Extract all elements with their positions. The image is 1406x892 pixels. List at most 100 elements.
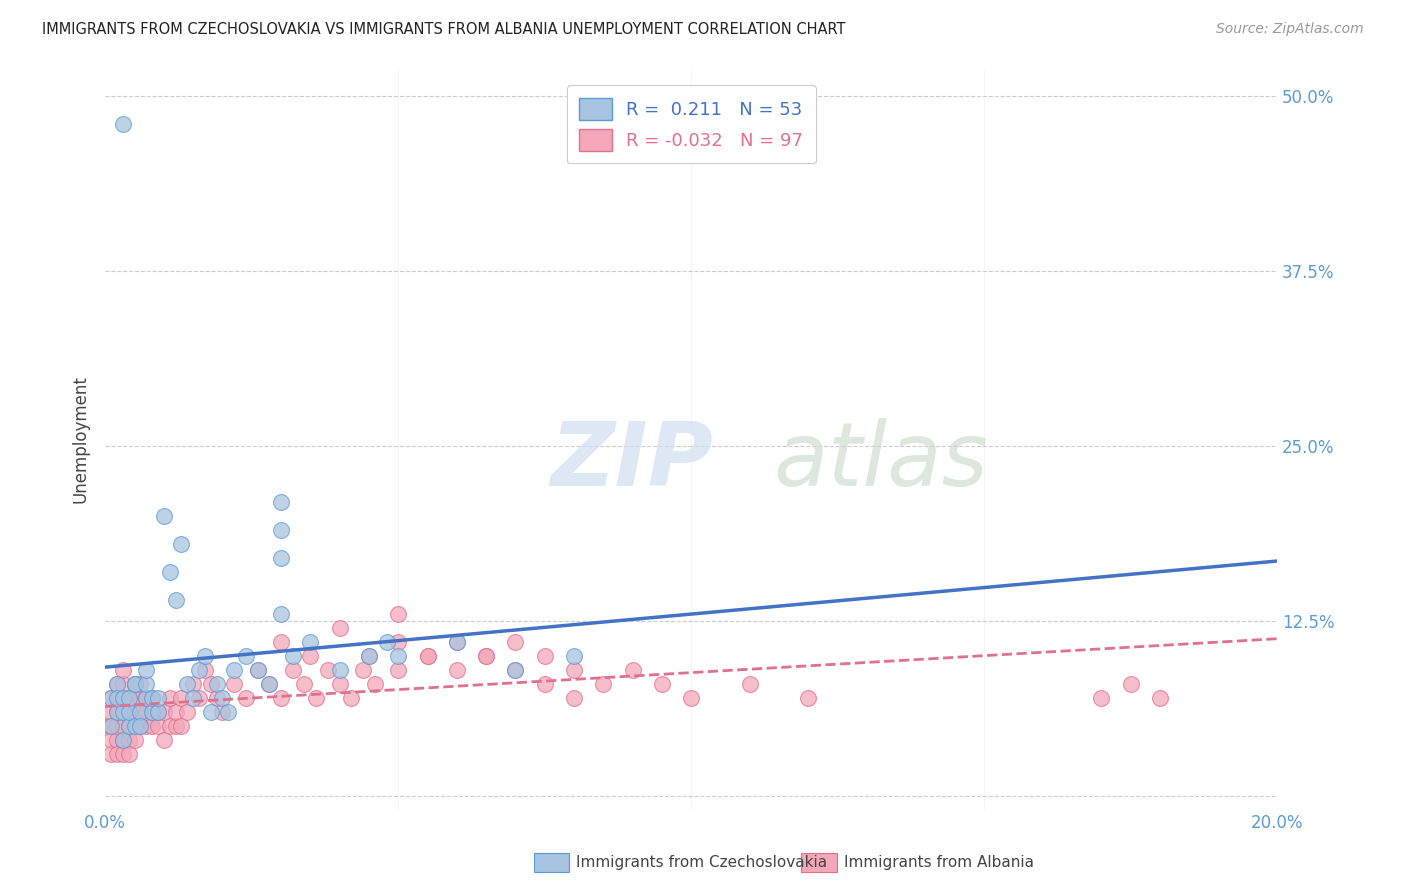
Point (118, 732, 141, 747)
Point (270, 607, 292, 621)
Point (205, 690, 228, 705)
Point (118, 747, 141, 761)
Point (562, 663, 585, 677)
Point (97, 719, 120, 733)
Point (533, 648, 555, 663)
Point (270, 523, 292, 537)
Point (100, 705, 122, 719)
Point (357, 648, 380, 663)
Point (111, 118, 134, 132)
Point (299, 648, 322, 663)
Point (188, 690, 211, 705)
Point (146, 705, 169, 719)
Point (165, 719, 187, 733)
Point (329, 676, 352, 690)
Point (200, 705, 222, 719)
Point (505, 663, 527, 677)
Point (259, 676, 281, 690)
Point (100, 719, 122, 733)
Point (118, 690, 141, 705)
Point (217, 705, 239, 719)
Point (105, 705, 128, 719)
Point (194, 648, 217, 663)
Point (141, 705, 163, 719)
Point (681, 690, 703, 705)
Point (357, 648, 380, 663)
Point (118, 705, 141, 719)
Point (329, 621, 352, 635)
Point (146, 690, 169, 705)
Point (111, 690, 134, 705)
Point (170, 719, 193, 733)
Point (146, 705, 169, 719)
Point (129, 705, 152, 719)
Point (505, 663, 527, 677)
Point (165, 705, 187, 719)
Point (111, 663, 134, 677)
Point (170, 537, 193, 551)
Point (100, 747, 122, 761)
Point (416, 648, 439, 663)
Point (246, 663, 269, 677)
Point (592, 676, 614, 690)
Point (533, 676, 555, 690)
Point (1119, 676, 1142, 690)
Point (124, 732, 146, 747)
Point (505, 634, 527, 648)
Point (159, 690, 181, 705)
Point (446, 634, 468, 648)
Point (235, 690, 257, 705)
Point (111, 705, 134, 719)
Point (135, 719, 157, 733)
Point (111, 690, 134, 705)
Text: ZIP: ZIP (551, 417, 713, 505)
Point (100, 719, 122, 733)
Text: atlas: atlas (773, 418, 988, 504)
Point (1149, 690, 1171, 705)
Point (281, 648, 304, 663)
Text: Source: ZipAtlas.com: Source: ZipAtlas.com (1216, 22, 1364, 37)
Point (129, 705, 152, 719)
Point (135, 676, 157, 690)
Point (340, 690, 363, 705)
Point (105, 676, 128, 690)
Point (387, 634, 409, 648)
Point (165, 592, 187, 607)
Point (105, 747, 128, 761)
Point (111, 719, 134, 733)
Point (364, 676, 387, 690)
Point (270, 634, 292, 648)
Point (135, 690, 157, 705)
Point (281, 663, 304, 677)
Point (259, 676, 281, 690)
Point (118, 690, 141, 705)
Text: Immigrants from Czechoslovakia: Immigrants from Czechoslovakia (576, 855, 828, 870)
Point (105, 690, 128, 705)
Point (270, 495, 292, 509)
Point (329, 663, 352, 677)
Point (135, 663, 157, 677)
Point (100, 732, 122, 747)
Point (375, 634, 398, 648)
Point (170, 690, 193, 705)
Point (176, 705, 198, 719)
Point (352, 663, 374, 677)
Point (100, 690, 122, 705)
Point (194, 663, 217, 677)
Point (111, 747, 134, 761)
Point (135, 705, 157, 719)
Point (153, 508, 176, 523)
Point (176, 676, 198, 690)
Point (118, 719, 141, 733)
Point (118, 705, 141, 719)
Point (124, 690, 146, 705)
Point (316, 663, 339, 677)
Point (124, 676, 146, 690)
Point (181, 676, 204, 690)
Point (111, 732, 134, 747)
Point (387, 663, 409, 677)
Point (651, 676, 673, 690)
Point (129, 690, 152, 705)
Point (153, 705, 176, 719)
Point (387, 607, 409, 621)
